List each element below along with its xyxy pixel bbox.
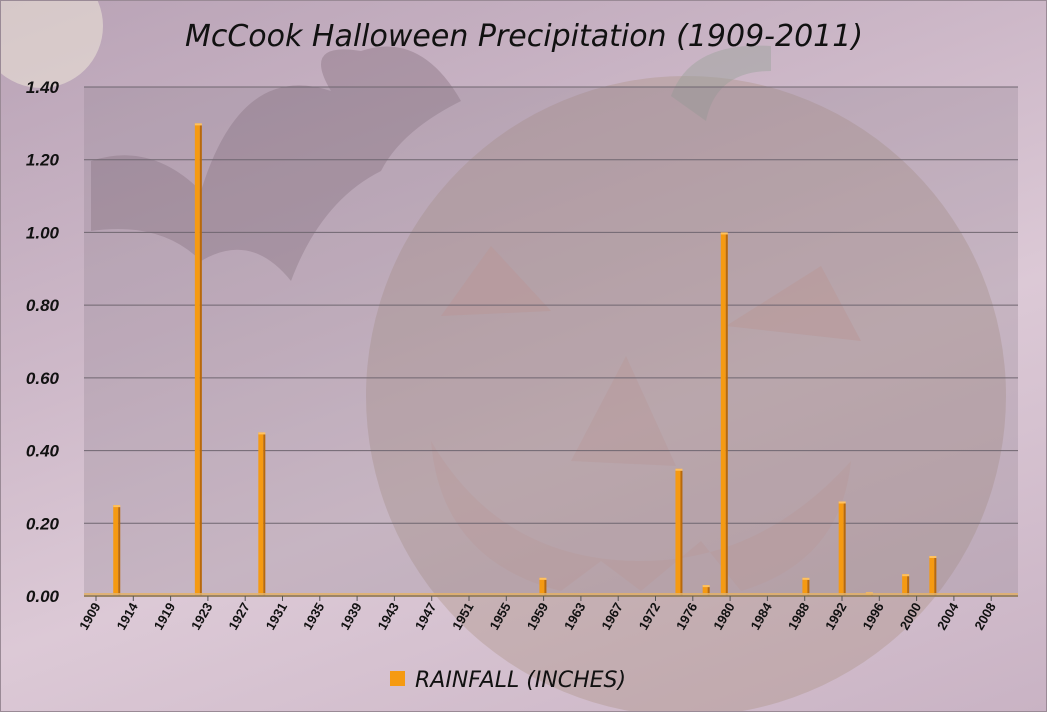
bar: [902, 574, 910, 596]
bar-cap: [539, 577, 547, 580]
bar-side: [725, 234, 728, 596]
bar-side: [934, 558, 937, 596]
bar-body: [539, 577, 545, 596]
y-tick-label: 0.80: [26, 296, 60, 315]
y-axis-ticks: 0.00 0.20 0.40 0.60 0.80 1.00 1.20 1.40: [26, 78, 60, 606]
chart-title: McCook Halloween Precipitation (1909-201…: [185, 19, 863, 54]
x-tick-label: 1943: [375, 600, 402, 633]
bar-cap: [838, 501, 846, 504]
bar-cap: [258, 432, 266, 435]
bar-body: [902, 574, 908, 596]
x-tick-label: 2008: [971, 600, 998, 633]
bar-body: [702, 585, 708, 596]
bar: [194, 123, 202, 596]
moon-shape: [1, 1, 103, 88]
bar-cap: [675, 468, 683, 471]
bar-side: [680, 470, 683, 596]
bar-body: [675, 468, 681, 596]
pumpkin-stem-shape: [671, 45, 771, 122]
bar-side: [807, 579, 810, 596]
bat-shape: [91, 46, 461, 281]
pumpkin-mouth-shape: [431, 441, 851, 591]
y-tick-label: 0.00: [26, 587, 60, 606]
x-tick-label: 1935: [300, 600, 327, 633]
bar-body: [194, 123, 200, 596]
bar: [675, 468, 683, 596]
bar-cap: [902, 574, 910, 577]
bars: [113, 123, 937, 596]
x-tick-label: 2004: [934, 599, 962, 632]
x-tick-label: 1947: [412, 600, 439, 633]
bar-body: [929, 556, 935, 596]
y-tick-label: 1.40: [26, 78, 60, 97]
bar-body: [258, 432, 264, 596]
bar: [258, 432, 266, 596]
halloween-background: [1, 1, 1006, 711]
bar: [929, 556, 937, 596]
bar-side: [263, 434, 266, 596]
x-tick-label: 1927: [225, 600, 252, 633]
pumpkin-eye-left-shape: [441, 246, 551, 316]
bar-body: [802, 577, 808, 596]
legend-swatch: [390, 671, 405, 686]
bar: [113, 505, 121, 596]
pumpkin-eye-right-shape: [726, 266, 861, 341]
plot-area: [84, 87, 1018, 596]
bar-side: [907, 576, 910, 596]
x-axis: [84, 593, 1018, 597]
bar-cap: [702, 585, 710, 588]
x-tick-label: 1914: [113, 599, 141, 632]
legend: RAINFALL (INCHES): [390, 668, 626, 693]
bar-side: [199, 125, 202, 596]
y-tick-label: 0.20: [26, 514, 60, 533]
y-tick-label: 0.60: [26, 369, 60, 388]
x-tick-label: 1931: [263, 600, 290, 633]
x-axis-floor: [84, 593, 1018, 597]
x-tick-label: 1919: [151, 600, 178, 633]
y-tick-label: 1.20: [26, 151, 60, 170]
bar-body: [113, 505, 119, 596]
bar: [702, 585, 710, 596]
bar-cap: [929, 556, 937, 559]
x-tick-label: 1909: [76, 600, 103, 633]
bar-body: [838, 501, 844, 596]
x-tick-label: 1923: [188, 600, 215, 633]
bar-cap: [113, 505, 121, 508]
bar-side: [544, 579, 547, 596]
bar: [539, 577, 547, 596]
bar-side: [707, 587, 710, 596]
pumpkin-shape: [366, 76, 1006, 711]
bar: [720, 232, 728, 596]
y-tick-label: 0.40: [26, 442, 60, 461]
bar-cap: [194, 123, 202, 126]
x-tick-label: 1939: [337, 600, 364, 633]
bar: [838, 501, 846, 596]
bar-side: [843, 503, 846, 596]
pumpkin-nose-shape: [571, 356, 676, 466]
bar-body: [720, 232, 726, 596]
y-tick-label: 1.00: [26, 223, 60, 242]
bar: [802, 577, 810, 596]
bar-cap: [802, 577, 810, 580]
bar-side: [118, 507, 121, 596]
legend-label: RAINFALL (INCHES): [415, 668, 626, 693]
bar-cap: [720, 232, 728, 235]
